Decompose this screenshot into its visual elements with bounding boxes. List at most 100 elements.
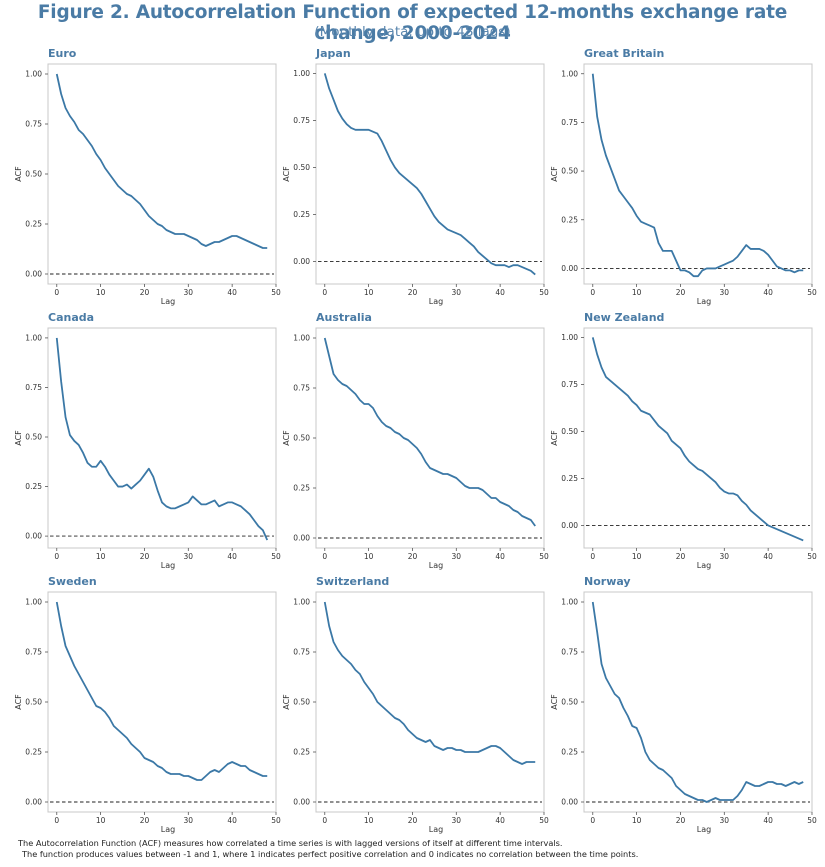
x-tick-label: 50 <box>807 552 817 561</box>
x-tick-label: 50 <box>271 288 281 297</box>
x-tick-label: 40 <box>495 288 505 297</box>
y-tick-label: 0.50 <box>25 170 42 179</box>
x-tick-label: 40 <box>495 552 505 561</box>
plot-frame <box>47 63 277 285</box>
y-tick-label: 0.25 <box>293 748 310 757</box>
x-tick-label: 30 <box>720 816 730 825</box>
x-tick-label: 10 <box>96 288 106 297</box>
y-axis-label: ACF <box>14 166 23 182</box>
y-tick-label: 1.00 <box>25 598 42 607</box>
y-tick-label: 0.25 <box>25 220 42 229</box>
y-tick-label: 1.00 <box>561 69 578 78</box>
x-tick-label: 20 <box>140 816 150 825</box>
acf-line <box>323 601 536 765</box>
y-tick-label: 0.50 <box>561 698 578 707</box>
x-tick-label: 50 <box>271 552 281 561</box>
acf-line <box>591 73 804 278</box>
x-tick-label: 20 <box>140 288 150 297</box>
y-tick-label: 0.00 <box>293 257 310 266</box>
footnote: The Autocorrelation Function (ACF) measu… <box>18 838 818 860</box>
y-tick-label: 0.00 <box>25 532 42 541</box>
x-tick-label: 50 <box>807 288 817 297</box>
x-tick-label: 50 <box>539 288 549 297</box>
y-axis-label: ACF <box>550 430 559 446</box>
x-tick-label: 0 <box>54 288 59 297</box>
y-axis-label: ACF <box>14 694 23 710</box>
y-tick-label: 0.50 <box>561 427 578 436</box>
y-tick-label: 0.00 <box>561 798 578 807</box>
x-tick-label: 30 <box>452 552 462 561</box>
x-tick-label: 10 <box>364 288 374 297</box>
acf-line <box>55 337 269 541</box>
y-tick-label: 0.75 <box>561 118 578 127</box>
y-axis-label: ACF <box>282 430 291 446</box>
panel-japan: Japan 0.00 0.25 0.50 0.75 1.00 0 10 20 30 40 50 Lag A… <box>282 47 549 306</box>
x-tick-label: 30 <box>452 816 462 825</box>
plot-frame <box>47 327 277 549</box>
y-axis-label: ACF <box>550 166 559 182</box>
x-tick-label: 20 <box>676 288 686 297</box>
y-tick-label: 0.75 <box>25 120 42 129</box>
plot-frame <box>315 327 545 549</box>
panel-switzerland: Switzerland 0.00 0.25 0.50 0.75 1.00 0 10 20 30 40… <box>282 575 549 834</box>
x-tick-label: 30 <box>720 552 730 561</box>
y-tick-label: 1.00 <box>25 334 42 343</box>
y-tick-label: 0.75 <box>293 116 310 125</box>
x-tick-label: 20 <box>676 816 686 825</box>
y-tick-label: 1.00 <box>293 69 310 78</box>
x-tick-label: 10 <box>632 288 642 297</box>
panel-euro: Euro 0.00 0.25 0.50 0.75 1.00 0 10 20 30 40 50 Lag AC… <box>14 47 281 306</box>
y-tick-label: 0.00 <box>561 264 578 273</box>
panel-title: Sweden <box>48 575 97 588</box>
x-tick-label: 50 <box>539 552 549 561</box>
y-tick-label: 1.00 <box>293 598 310 607</box>
y-tick-label: 0.50 <box>293 163 310 172</box>
y-tick-label: 0.25 <box>25 482 42 491</box>
acf-line <box>323 73 536 276</box>
y-tick-label: 0.75 <box>561 648 578 657</box>
y-tick-label: 0.50 <box>561 167 578 176</box>
x-tick-label: 40 <box>495 816 505 825</box>
panel-norway: Norway 0.00 0.25 0.50 0.75 1.00 0 10 20 30 40 50 Lag… <box>550 575 817 834</box>
y-tick-label: 0.50 <box>293 698 310 707</box>
plot-frame <box>583 63 813 285</box>
panel-title: New Zealand <box>584 311 664 324</box>
panel-new-zealand: New Zealand 0.00 0.25 0.50 0.75 1.00 0 10 20 30 40… <box>550 311 817 570</box>
y-tick-label: 1.00 <box>25 70 42 79</box>
x-tick-label: 20 <box>140 552 150 561</box>
acf-line <box>55 601 268 781</box>
plot-frame <box>47 591 277 813</box>
plot-frame <box>315 63 545 285</box>
x-tick-label: 10 <box>364 552 374 561</box>
figure-subtitle: (Monthly data, up to 48 lags) <box>314 24 511 40</box>
acf-line <box>323 337 536 527</box>
y-tick-label: 0.50 <box>293 434 310 443</box>
y-axis-label: ACF <box>282 694 291 710</box>
y-tick-label: 1.00 <box>561 598 578 607</box>
panel-title: Norway <box>584 575 631 588</box>
panel-great-britain: Great Britain 0.00 0.25 0.50 0.75 1.00 0 10 20 30… <box>550 47 817 306</box>
footnote-line-1: The Autocorrelation Function (ACF) measu… <box>18 838 563 848</box>
y-tick-label: 0.75 <box>25 648 42 657</box>
x-tick-label: 40 <box>763 816 773 825</box>
y-tick-label: 0.25 <box>293 210 310 219</box>
x-tick-label: 30 <box>184 816 194 825</box>
plot-frame <box>583 327 813 549</box>
y-tick-label: 0.75 <box>25 383 42 392</box>
panel-sweden: Sweden 0.00 0.25 0.50 0.75 1.00 0 10 20 30 40 50 Lag… <box>14 575 281 834</box>
panel-title: Great Britain <box>584 47 664 60</box>
x-tick-label: 10 <box>96 816 106 825</box>
x-axis-label: Lag <box>697 825 711 834</box>
x-tick-label: 0 <box>590 816 595 825</box>
y-tick-label: 0.00 <box>25 270 42 279</box>
x-tick-label: 0 <box>590 288 595 297</box>
x-axis-label: Lag <box>161 561 175 570</box>
acf-line <box>55 73 268 249</box>
panel-title: Canada <box>48 311 94 324</box>
x-tick-label: 20 <box>408 288 418 297</box>
x-tick-label: 0 <box>54 552 59 561</box>
x-tick-label: 50 <box>271 816 281 825</box>
panel-title: Euro <box>48 47 77 60</box>
y-tick-label: 0.00 <box>25 798 42 807</box>
